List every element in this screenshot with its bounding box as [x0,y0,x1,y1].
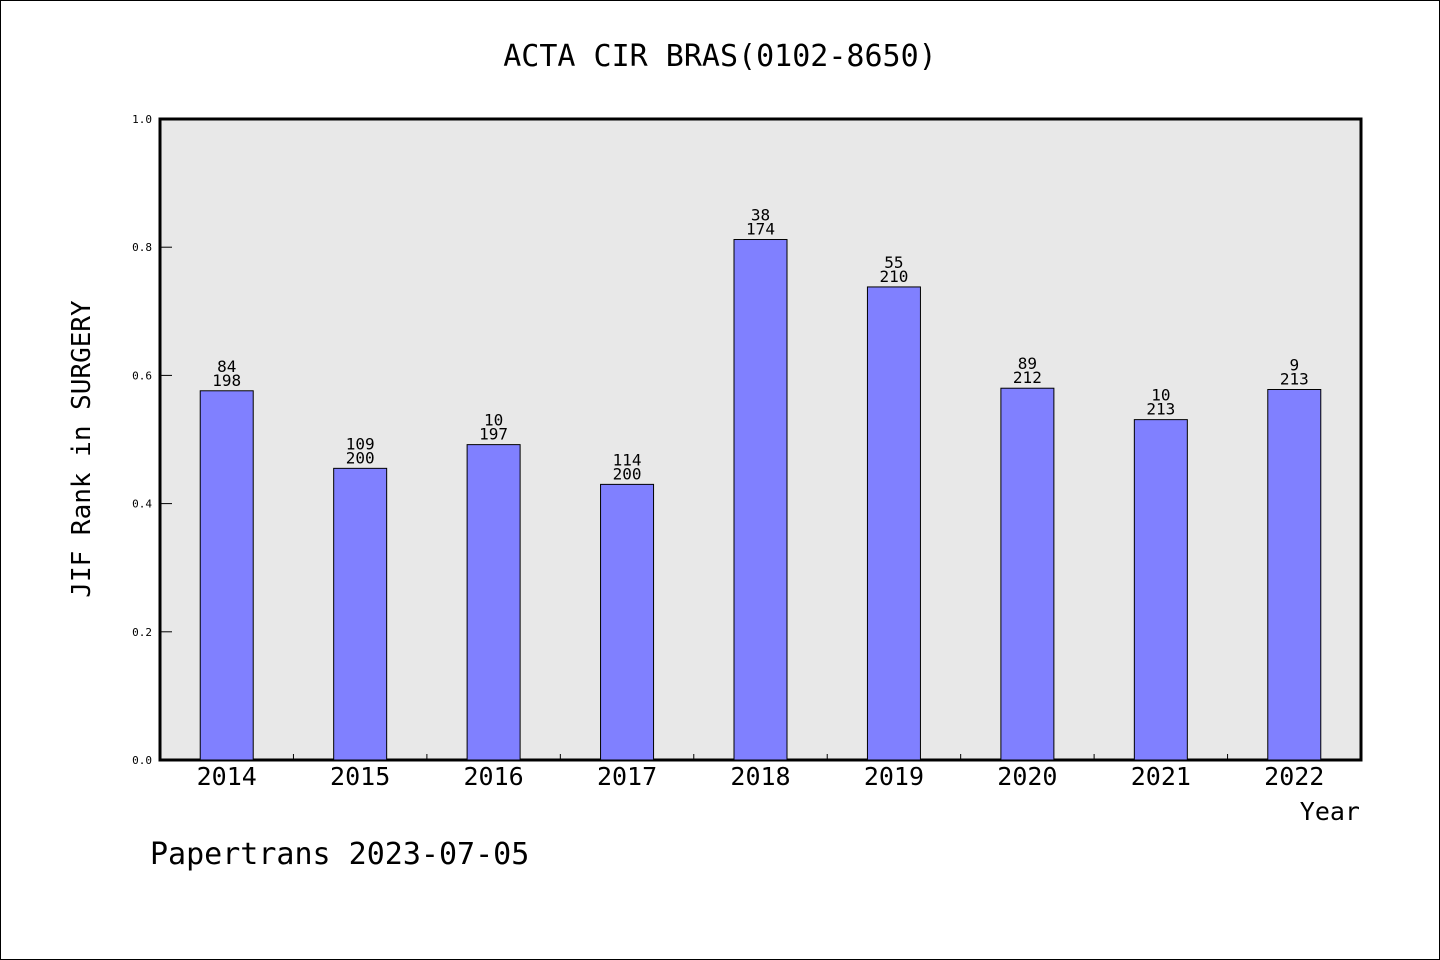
rank-label: 10 [1151,386,1170,405]
x-tick-label: 2018 [730,762,790,791]
x-tick-label: 2019 [864,762,924,791]
x-tick-label: 2022 [1264,762,1324,791]
y-tick-label: 0.2 [132,626,152,639]
x-tick-label: 2016 [464,762,524,791]
x-axis-label: Year [1300,797,1360,826]
total-label: 212 [1013,368,1042,387]
rank-label: 114 [613,450,642,469]
rank-label: 38 [751,206,770,225]
rank-label: 109 [346,434,375,453]
total-label: 198 [212,371,241,390]
total-label: 200 [346,448,375,467]
bar-2020 [1000,387,1055,761]
total-label: 200 [613,464,642,483]
bar-2022 [1267,389,1322,761]
chart-title: ACTA CIR BRAS(0102-8650) [503,39,936,74]
y-tick-label: 0.8 [132,241,152,254]
rank-label: 89 [1018,354,1037,373]
y-tick-label: 0.6 [132,369,152,382]
x-axis: 2014 2015 2016 2017 2018 2019 2020 2021 2022 [197,754,1324,791]
rank-label: 55 [884,253,903,272]
y-tick-label: 0.4 [132,498,152,511]
bar-2018 [733,239,788,761]
bar-2015 [333,467,388,761]
rank-label: 9 [1289,356,1299,375]
x-tick-label: 2015 [330,762,390,791]
x-tick-label: 2017 [597,762,657,791]
bar-2019 [866,286,921,761]
bar-2017 [600,483,655,761]
y-tick-label: 1.0 [132,113,152,126]
total-label: 197 [479,425,508,444]
total-label: 213 [1280,370,1309,389]
total-label: 210 [879,267,908,286]
y-axis-label: JIF Rank in SURGERY [67,300,97,598]
bar-2016 [466,444,521,761]
bar-2014 [199,390,254,761]
y-axis: 0.0 0.2 0.4 0.6 0.8 1.0 [132,113,172,767]
bars: 8419810920010197114200381745521089212102… [199,206,1322,761]
total-label: 174 [746,220,775,239]
rank-label: 10 [484,411,503,430]
y-tick-label: 0.0 [132,754,152,767]
x-tick-label: 2020 [997,762,1057,791]
bar-2021 [1133,419,1188,761]
x-tick-label: 2014 [197,762,257,791]
x-tick-label: 2021 [1131,762,1191,791]
rank-label: 84 [217,357,236,376]
total-label: 213 [1146,400,1175,419]
footer-credit: Papertrans 2023-07-05 [150,837,529,872]
